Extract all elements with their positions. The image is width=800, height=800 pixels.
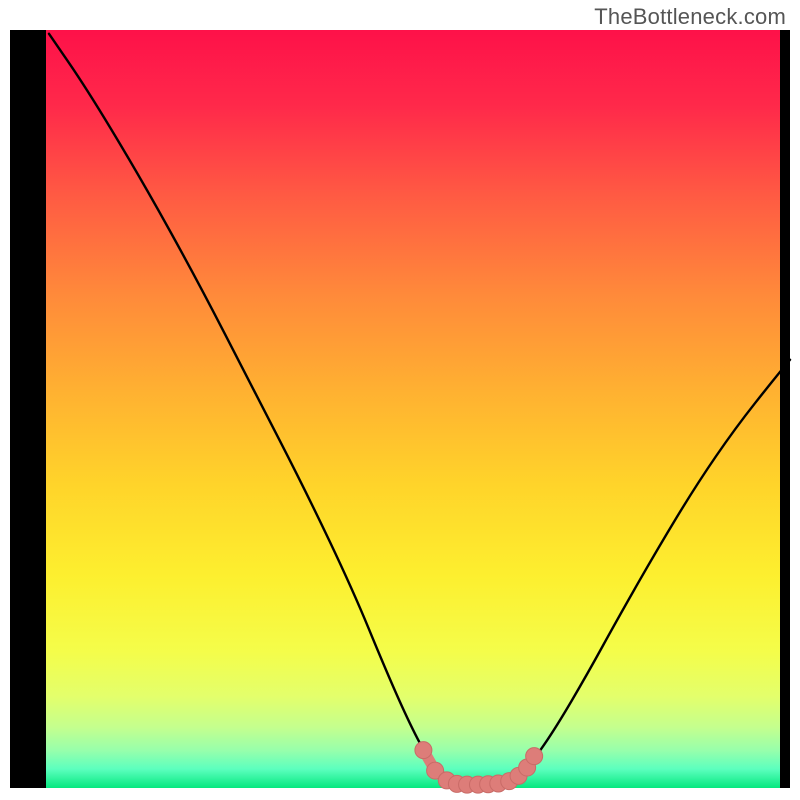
frame-left [10, 30, 46, 788]
frame-right [780, 30, 790, 788]
gradient-background [10, 30, 790, 788]
chart-root: { "watermark": "TheBottleneck.com", "cha… [0, 0, 800, 800]
optimal-range-marker [415, 742, 432, 759]
watermark-text: TheBottleneck.com [594, 4, 786, 30]
bottleneck-curve-chart [0, 0, 800, 800]
optimal-range-marker [526, 748, 543, 765]
